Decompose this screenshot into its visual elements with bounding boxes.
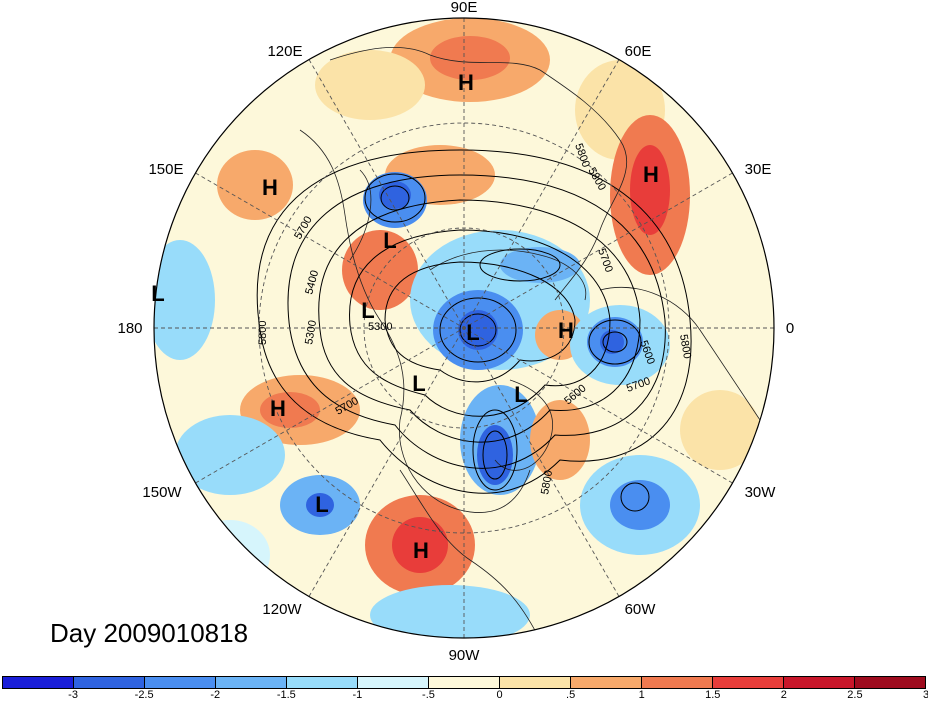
anomaly-blob [610, 480, 670, 530]
lon-label: 30W [745, 484, 777, 501]
lon-label: 120W [262, 601, 302, 618]
lon-label: 0 [786, 320, 794, 337]
high-pressure-label: H [558, 318, 574, 343]
contour-label: 5800 [677, 333, 693, 359]
anomaly-blob [154, 240, 215, 360]
contour-label: 5300 [303, 319, 319, 345]
lon-label: 120E [267, 43, 302, 60]
colorbar-tick-label: 3 [922, 689, 928, 701]
anomaly-blob [370, 585, 530, 638]
contour-label: 5800 [539, 469, 555, 495]
anomaly-blob [260, 392, 320, 428]
low-pressure-label: L [315, 492, 328, 517]
lon-label: 150W [142, 484, 182, 501]
longitude-labels: 90E 60E 30E 0 30W 60W 90W 120W 150W 180 … [117, 0, 794, 664]
contour-label: 5800 [257, 321, 269, 345]
anomaly-blob [630, 145, 670, 235]
colorbar-tick-label: -2.5 [134, 689, 154, 701]
low-pressure-label: L [514, 382, 527, 407]
colorbar-segment [74, 677, 145, 688]
anomaly-blob [680, 390, 760, 470]
colorbar-segment [429, 677, 500, 688]
anomaly-blob [175, 415, 285, 495]
colorbar-tick-label: -1 [352, 689, 363, 701]
colorbar-segment [287, 677, 358, 688]
colorbar-segment [642, 677, 713, 688]
low-pressure-label: L [151, 281, 164, 306]
anomaly-blob [306, 493, 334, 517]
high-pressure-label: H [458, 70, 474, 95]
lon-label: 90E [451, 0, 478, 16]
colorbar-segment [145, 677, 216, 688]
anomaly-blob [315, 50, 425, 120]
colorbar-tick-label: 0 [496, 689, 503, 701]
anomaly-blob [217, 150, 293, 220]
colorbar-segment [713, 677, 784, 688]
colorbar-tick-label: -2 [210, 689, 221, 701]
low-pressure-label: L [361, 298, 374, 323]
low-pressure-label: L [412, 371, 425, 396]
colorbar-segment [571, 677, 642, 688]
lon-label: 90W [449, 647, 481, 664]
high-pressure-label: H [643, 162, 659, 187]
colorbar-segment [216, 677, 287, 688]
high-pressure-label: H [270, 396, 286, 421]
map-title: Day 2009010818 [50, 618, 249, 648]
anomaly-blob [477, 425, 513, 485]
height-contours [256, 149, 692, 512]
colorbar-segment [3, 677, 74, 688]
lon-label: 150E [148, 161, 183, 178]
colorbar-segment [855, 677, 925, 688]
map-boundary [153, 17, 775, 639]
lon-label: 180 [117, 320, 142, 337]
colorbar-tick-label: -.5 [422, 689, 435, 701]
lon-label: 60E [625, 43, 652, 60]
colorbar-tick-label: 2 [780, 689, 787, 701]
anomaly-blob [530, 400, 590, 480]
anomaly-blob [600, 330, 624, 354]
colorbar [2, 676, 926, 689]
high-pressure-label: H [262, 175, 278, 200]
colorbar-tick-label: -3 [68, 689, 78, 701]
colorbar-tick-label: 2.5 [847, 689, 863, 701]
anomaly-blob [500, 247, 580, 283]
graticule [154, 18, 774, 638]
colorbar-tick-label: 1 [638, 689, 645, 701]
contour-label: 5300 [368, 321, 392, 333]
lon-label: 60W [625, 601, 657, 618]
low-pressure-label: L [466, 320, 479, 345]
pressure-centers: H H H H H H L L L L L L L [151, 70, 659, 563]
colorbar-tick-label: -1.5 [276, 689, 296, 701]
coastlines [299, 46, 761, 638]
anomaly-field [154, 18, 774, 638]
colorbar-tick-label: 1.5 [705, 689, 721, 701]
colorbar-segment [358, 677, 429, 688]
colorbar-segment [784, 677, 855, 688]
lon-label: 30E [745, 161, 772, 178]
anomaly-blob [342, 230, 418, 310]
anomaly-blob [430, 36, 510, 80]
colorbar-segment [500, 677, 571, 688]
anomaly-blob [458, 310, 498, 350]
low-pressure-label: L [383, 228, 396, 253]
high-pressure-label: H [413, 538, 429, 563]
colorbar-tick-label: .5 [566, 689, 576, 701]
